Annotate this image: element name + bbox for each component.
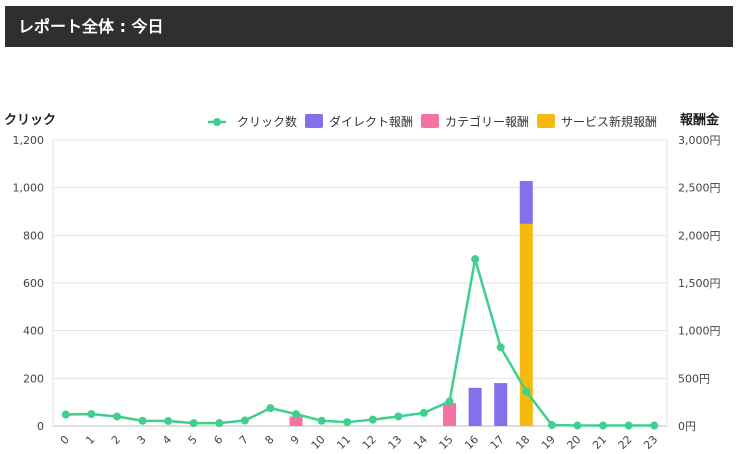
data-point <box>471 255 480 264</box>
y-left-tick-label: 400 <box>23 325 44 338</box>
y-right-tick-label: 2,500円 <box>678 182 721 195</box>
bar <box>468 387 482 426</box>
y-right-tick-label: 1,000円 <box>678 325 721 338</box>
bar <box>519 180 533 224</box>
bar <box>519 223 533 426</box>
x-tick-label: 5 <box>186 433 200 447</box>
legend-label: サービス新規報酬 <box>561 114 657 129</box>
x-tick-label: 9 <box>288 433 302 447</box>
x-tick-label: 1 <box>83 433 97 447</box>
data-point <box>650 421 659 430</box>
legend-label: カテゴリー報酬 <box>445 114 529 129</box>
legend-swatch <box>421 114 439 128</box>
data-point <box>394 412 403 421</box>
series-line <box>65 257 655 427</box>
y-left-tick-label: 800 <box>23 229 44 242</box>
page-title: レポート全体 : 今日 <box>5 6 733 47</box>
data-point <box>343 418 352 427</box>
bar <box>289 416 303 426</box>
x-tick-label: 13 <box>385 433 404 450</box>
data-point <box>240 416 249 425</box>
data-point <box>215 419 224 428</box>
x-tick-label: 23 <box>641 433 660 450</box>
x-tick-label: 2 <box>109 433 123 447</box>
x-tick-label: 10 <box>309 433 328 450</box>
legend-swatch <box>305 114 323 128</box>
data-point <box>599 421 608 430</box>
x-tick-label: 8 <box>262 433 276 447</box>
y-left-tick-label: 0 <box>37 420 44 433</box>
y-right-tick-label: 2,000円 <box>678 229 721 242</box>
y-left-tick-label: 1,000 <box>13 182 45 195</box>
data-point <box>164 416 173 425</box>
y-right-tick-label: 0円 <box>678 420 696 433</box>
data-point <box>419 408 428 417</box>
y-right-axis-title: 報酬金 <box>680 112 720 128</box>
x-tick-label: 14 <box>411 433 430 450</box>
x-tick-label: 0 <box>58 433 72 447</box>
bar <box>443 403 457 426</box>
y-left-tick-label: 200 <box>23 372 44 385</box>
y-right-tick-label: 3,000円 <box>678 134 721 147</box>
data-point <box>87 410 96 419</box>
data-point <box>138 416 147 425</box>
x-tick-label: 4 <box>160 433 174 447</box>
x-tick-label: 3 <box>135 433 149 447</box>
x-tick-label: 11 <box>334 433 353 450</box>
x-tick-label: 21 <box>590 433 609 450</box>
data-point <box>61 410 70 419</box>
legend-label: ダイレクト報酬 <box>329 114 413 129</box>
data-point <box>624 421 633 430</box>
x-tick-label: 19 <box>539 433 558 450</box>
x-tick-label: 16 <box>462 433 481 450</box>
legend-label: クリック数 <box>237 114 297 129</box>
y-left-tick-label: 1,200 <box>13 134 45 147</box>
data-point <box>573 421 582 430</box>
legend-swatch <box>537 114 555 128</box>
data-point <box>522 387 531 396</box>
data-point <box>547 421 556 430</box>
y-left-tick-label: 600 <box>23 277 44 290</box>
data-point <box>496 343 505 352</box>
data-point <box>368 415 377 424</box>
x-tick-label: 18 <box>513 433 532 450</box>
x-tick-label: 17 <box>488 433 507 450</box>
x-tick-label: 20 <box>564 433 583 450</box>
y-right-tick-label: 500円 <box>678 372 710 385</box>
bar <box>494 383 508 426</box>
x-tick-label: 7 <box>237 433 251 447</box>
data-point <box>189 419 198 428</box>
y-right-tick-label: 1,500円 <box>678 277 721 290</box>
x-tick-label: 6 <box>211 433 225 447</box>
x-tick-label: 22 <box>616 433 635 450</box>
data-point <box>292 410 301 419</box>
x-tick-label: 12 <box>360 433 379 450</box>
x-tick-label: 15 <box>437 433 456 450</box>
data-point <box>266 404 275 413</box>
data-point <box>445 397 454 406</box>
data-point <box>317 416 326 425</box>
legend-marker <box>213 118 221 126</box>
data-point <box>112 412 121 421</box>
y-left-axis-title: クリック <box>4 113 56 128</box>
